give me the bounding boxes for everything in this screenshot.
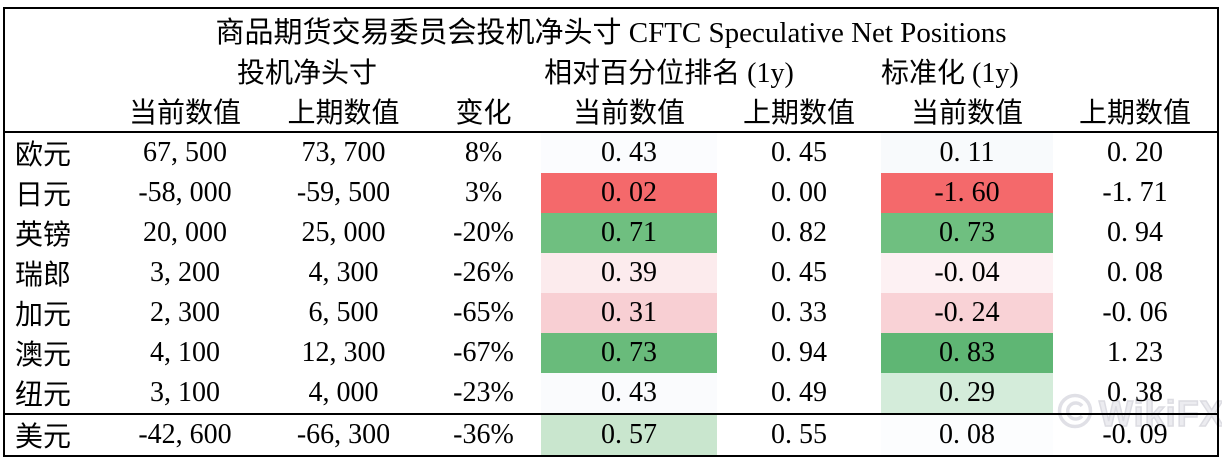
cell-pct-current: 0. 73: [541, 333, 717, 373]
cell-pos-previous: 12, 300: [301, 337, 386, 368]
group-normalized: 标准化 (1y): [881, 58, 1019, 89]
table-row-cad: 加元 2, 300 6, 500 -65% 0. 31 0. 33 -0. 24…: [5, 293, 1217, 333]
cell-norm-current: 0. 29: [881, 373, 1053, 414]
group-header-row: 投机净头寸 相对百分位排名 (1y) 标准化 (1y): [5, 51, 1217, 91]
currency-label: 日元: [15, 180, 72, 211]
currency-label: 澳元: [15, 340, 72, 371]
cell-norm-current: 0. 08: [881, 413, 1053, 455]
cell-pct-previous: 0. 55: [717, 413, 881, 455]
cell-pos-current: 20, 000: [143, 217, 227, 248]
cell-change: -23%: [453, 377, 514, 408]
cell-pos-current: -58, 000: [138, 177, 232, 208]
cell-norm-current: 0. 11: [881, 132, 1053, 173]
cell-norm-current: -1. 60: [881, 173, 1053, 213]
cell-pct-current: 0. 43: [541, 132, 717, 173]
cell-pos-current: 3, 200: [150, 257, 220, 288]
cell-pos-current: 3, 100: [150, 377, 220, 408]
cell-norm-previous: -1. 71: [1102, 177, 1168, 208]
currency-label: 欧元: [15, 140, 72, 171]
column-header-row: 当前数值 上期数值 变化 当前数值 上期数值 当前数值 上期数值: [5, 91, 1218, 133]
cell-norm-previous: 0. 94: [1107, 217, 1164, 248]
cell-change: -20%: [453, 217, 514, 248]
header-pos-current: 当前数值: [109, 91, 261, 133]
cell-pct-previous: 0. 49: [771, 377, 827, 408]
cell-pct-current: 0. 71: [541, 213, 717, 253]
cell-change: -67%: [453, 337, 514, 368]
cell-norm-previous: 1. 23: [1107, 337, 1164, 368]
table-row-nzd: 纽元 3, 100 4, 000 -23% 0. 43 0. 49 0. 29 …: [5, 373, 1217, 414]
cell-pos-current: 2, 300: [150, 297, 220, 328]
currency-label: 纽元: [15, 380, 72, 411]
cell-pos-previous: -59, 500: [296, 177, 391, 208]
currency-label: 加元: [15, 300, 72, 331]
cell-change: -36%: [426, 413, 541, 455]
table-row-usd: 美元 -42, 600 -66, 300 -36% 0. 57 0. 55 0.…: [5, 413, 1218, 455]
cell-change: 3%: [464, 177, 503, 208]
header-pct-current: 当前数值: [541, 91, 717, 133]
table-row-gbp: 英镑 20, 000 25, 000 -20% 0. 71 0. 82 0. 7…: [5, 213, 1217, 253]
cell-norm-current: 0. 73: [881, 213, 1053, 253]
title-row: 商品期货交易委员会投机净头寸 CFTC Speculative Net Posi…: [5, 9, 1217, 51]
cell-pos-previous: 73, 700: [301, 137, 386, 168]
cell-pct-previous: 0. 00: [771, 177, 827, 208]
table-row-chf: 瑞郎 3, 200 4, 300 -26% 0. 39 0. 45 -0. 04…: [5, 253, 1217, 293]
currency-label: 瑞郎: [15, 260, 72, 291]
cell-norm-current: 0. 83: [881, 333, 1053, 373]
cell-pos-previous: 4, 300: [308, 257, 379, 288]
cell-norm-previous: 0. 38: [1107, 377, 1164, 408]
cell-pct-previous: 0. 45: [771, 137, 827, 168]
group-spacer: [5, 51, 109, 91]
table-row-eur: 欧元 67, 500 73, 700 8% 0. 43 0. 45 0. 11 …: [5, 132, 1217, 173]
cell-pct-current: 0. 39: [541, 253, 717, 293]
cell-pct-current: 0. 31: [541, 293, 717, 333]
cell-pct-previous: 0. 82: [771, 217, 827, 248]
cell-pct-current: 0. 57: [541, 413, 717, 455]
cell-pos-previous: 6, 500: [308, 297, 379, 328]
cell-norm-previous: -0. 06: [1102, 297, 1168, 328]
currency-label: 美元: [5, 413, 109, 455]
cell-norm-previous: -0. 09: [1053, 413, 1218, 455]
table-row-aud: 澳元 4, 100 12, 300 -67% 0. 73 0. 94 0. 83…: [5, 333, 1217, 373]
cell-pct-current: 0. 02: [541, 173, 717, 213]
cell-pos-current: -42, 600: [109, 413, 261, 455]
cell-pos-previous: -66, 300: [261, 413, 426, 455]
currency-label: 英镑: [15, 220, 72, 251]
cell-norm-previous: 0. 20: [1107, 137, 1164, 168]
cftc-table: 商品期货交易委员会投机净头寸 CFTC Speculative Net Posi…: [5, 9, 1218, 455]
header-change: 变化: [426, 91, 541, 133]
cell-change: 8%: [464, 137, 503, 168]
cell-norm-current: -0. 24: [881, 293, 1053, 333]
cell-pct-current: 0. 43: [541, 373, 717, 414]
cell-change: -65%: [453, 297, 514, 328]
cell-norm-previous: 0. 08: [1107, 257, 1164, 288]
cell-pos-previous: 4, 000: [308, 377, 379, 408]
table-title: 商品期货交易委员会投机净头寸 CFTC Speculative Net Posi…: [215, 17, 1007, 49]
header-norm-previous: 上期数值: [1053, 91, 1218, 133]
cell-pct-previous: 0. 33: [771, 297, 827, 328]
cftc-table-frame: 商品期货交易委员会投机净头寸 CFTC Speculative Net Posi…: [3, 7, 1219, 457]
cell-pct-previous: 0. 45: [771, 257, 827, 288]
table-row-jpy: 日元 -58, 000 -59, 500 3% 0. 02 0. 00 -1. …: [5, 173, 1217, 213]
cell-pct-previous: 0. 94: [771, 337, 827, 368]
cell-pos-previous: 25, 000: [301, 217, 386, 248]
cell-pos-current: 67, 500: [143, 137, 227, 168]
cell-change: -26%: [453, 257, 514, 288]
header-spacer: [5, 91, 109, 133]
group-positions: 投机净头寸: [236, 58, 377, 89]
cell-pos-current: 4, 100: [150, 337, 220, 368]
header-norm-current: 当前数值: [881, 91, 1053, 133]
group-percentile: 相对百分位排名 (1y): [544, 58, 794, 89]
header-pct-previous: 上期数值: [717, 91, 881, 133]
header-pos-previous: 上期数值: [261, 91, 426, 133]
cell-norm-current: -0. 04: [881, 253, 1053, 293]
